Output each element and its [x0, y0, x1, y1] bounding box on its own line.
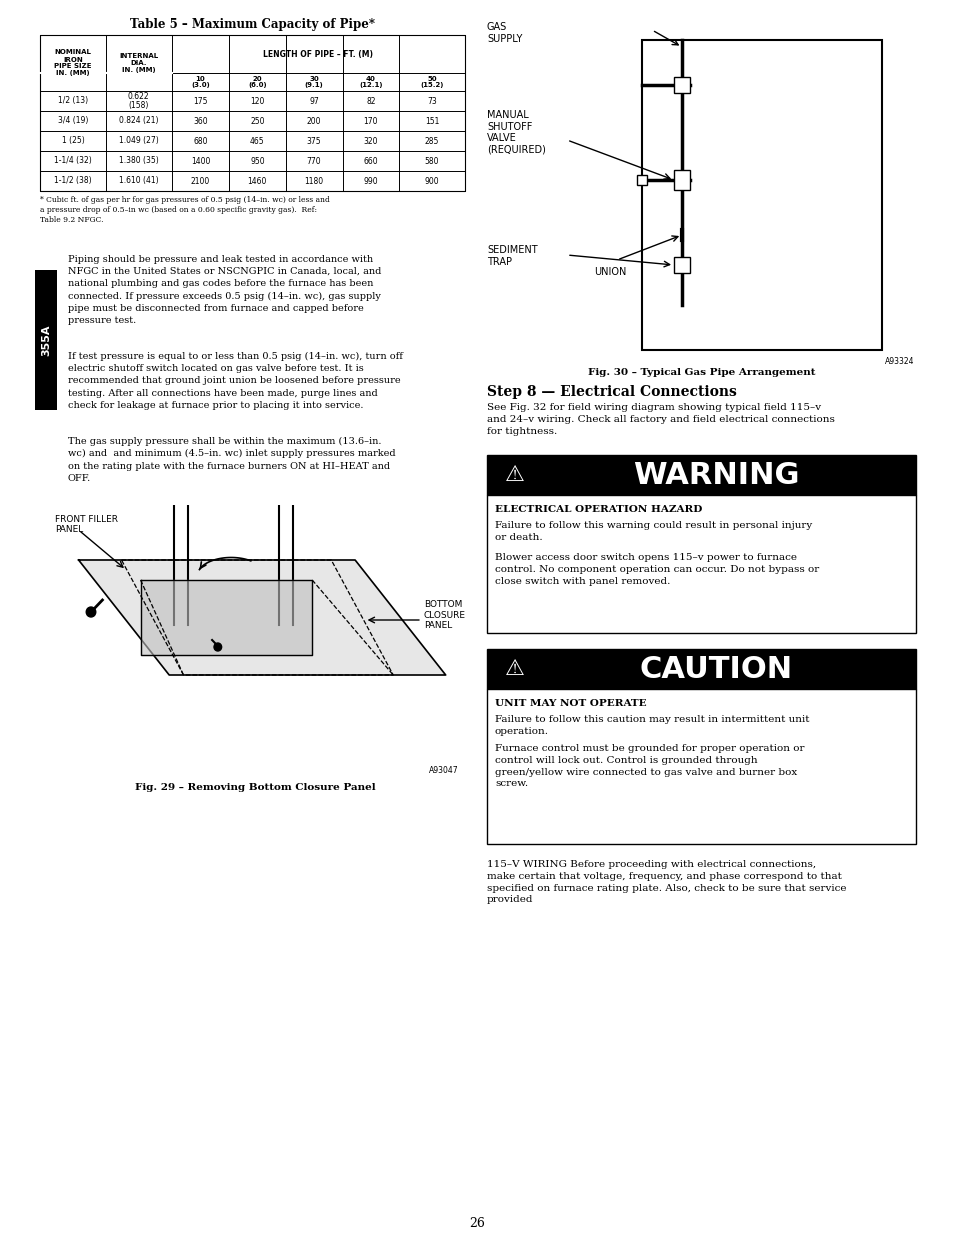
Bar — [673, 257, 689, 273]
Text: 900: 900 — [424, 177, 439, 185]
Text: 580: 580 — [424, 157, 438, 165]
Text: UNIT MAY NOT OPERATE: UNIT MAY NOT OPERATE — [495, 699, 646, 708]
Text: 40
(12.1): 40 (12.1) — [358, 75, 382, 88]
Text: 30
(9.1): 30 (9.1) — [304, 75, 323, 88]
Text: If test pressure is equal to or less than 0.5 psig (14–in. wc), turn off
electri: If test pressure is equal to or less tha… — [68, 352, 402, 410]
Text: NOMINAL
IRON
PIPE SIZE
IN. (MM): NOMINAL IRON PIPE SIZE IN. (MM) — [54, 49, 91, 77]
Text: BOTTOM
CLOSURE
PANEL: BOTTOM CLOSURE PANEL — [423, 600, 465, 630]
Circle shape — [86, 606, 95, 618]
Text: WARNING: WARNING — [633, 461, 799, 489]
Bar — [673, 170, 689, 190]
Text: 320: 320 — [363, 137, 377, 146]
Text: ⚠: ⚠ — [504, 659, 524, 679]
Text: 1/2 (13): 1/2 (13) — [58, 96, 88, 105]
Text: 175: 175 — [193, 96, 208, 105]
Text: 3/4 (19): 3/4 (19) — [58, 116, 88, 126]
Text: 0.622
(158): 0.622 (158) — [128, 91, 150, 110]
Text: 2100: 2100 — [191, 177, 210, 185]
Bar — [486, 454, 915, 495]
Polygon shape — [140, 580, 312, 655]
Text: 73: 73 — [427, 96, 436, 105]
Text: 1180: 1180 — [304, 177, 323, 185]
Text: 10
(3.0): 10 (3.0) — [191, 75, 210, 88]
Text: Blower access door switch opens 115–v power to furnace
control. No component ope: Blower access door switch opens 115–v po… — [495, 553, 819, 585]
Text: ⚠: ⚠ — [504, 466, 524, 485]
Text: A93047: A93047 — [428, 766, 457, 776]
Text: 660: 660 — [363, 157, 377, 165]
Text: Fig. 29 – Removing Bottom Closure Panel: Fig. 29 – Removing Bottom Closure Panel — [134, 783, 375, 792]
Text: Failure to follow this warning could result in personal injury
or death.: Failure to follow this warning could res… — [495, 521, 811, 542]
Text: 950: 950 — [250, 157, 264, 165]
Text: 200: 200 — [307, 116, 321, 126]
Text: Failure to follow this caution may result in intermittent unit
operation.: Failure to follow this caution may resul… — [495, 715, 809, 736]
Text: See Fig. 32 for field wiring diagram showing typical field 115–v
and 24–v wiring: See Fig. 32 for field wiring diagram sho… — [486, 403, 834, 436]
Text: 120: 120 — [250, 96, 264, 105]
Text: 1-1/4 (32): 1-1/4 (32) — [54, 157, 91, 165]
Text: UNION: UNION — [594, 267, 626, 277]
Bar — [673, 77, 689, 93]
Text: 170: 170 — [363, 116, 377, 126]
Text: 990: 990 — [363, 177, 377, 185]
Text: GAS
SUPPLY: GAS SUPPLY — [486, 22, 522, 43]
Text: 97: 97 — [309, 96, 318, 105]
Text: Step 8 — Electrical Connections: Step 8 — Electrical Connections — [486, 385, 736, 399]
Polygon shape — [78, 559, 445, 676]
Text: ELECTRICAL OPERATION HAZARD: ELECTRICAL OPERATION HAZARD — [495, 505, 701, 514]
Bar — [486, 650, 915, 689]
Text: A93324: A93324 — [883, 357, 913, 366]
Text: Fig. 30 – Typical Gas Pipe Arrangement: Fig. 30 – Typical Gas Pipe Arrangement — [587, 368, 815, 377]
Text: 285: 285 — [424, 137, 438, 146]
Text: 360: 360 — [193, 116, 208, 126]
Text: * Cubic ft. of gas per hr for gas pressures of 0.5 psig (14–in. wc) or less and
: * Cubic ft. of gas per hr for gas pressu… — [40, 196, 330, 224]
Bar — [486, 689, 915, 844]
Text: Furnace control must be grounded for proper operation or
control will lock out. : Furnace control must be grounded for pro… — [495, 743, 803, 788]
Bar — [35, 270, 57, 410]
Text: 1.610 (41): 1.610 (41) — [119, 177, 158, 185]
Text: 26: 26 — [469, 1216, 484, 1230]
Text: The gas supply pressure shall be within the maximum (13.6–in.
wc) and  and minim: The gas supply pressure shall be within … — [68, 437, 395, 483]
Bar — [486, 495, 915, 634]
Text: MANUAL
SHUTOFF
VALVE
(REQUIRED): MANUAL SHUTOFF VALVE (REQUIRED) — [486, 110, 545, 154]
Text: 1.049 (27): 1.049 (27) — [119, 137, 158, 146]
Text: 355A: 355A — [41, 325, 51, 356]
Text: 1.380 (35): 1.380 (35) — [119, 157, 158, 165]
Text: 82: 82 — [366, 96, 375, 105]
Text: FRONT FILLER
PANEL: FRONT FILLER PANEL — [54, 515, 117, 535]
Text: Table 5 – Maximum Capacity of Pipe*: Table 5 – Maximum Capacity of Pipe* — [130, 19, 375, 31]
Bar — [641, 40, 882, 350]
Text: Piping should be pressure and leak tested in accordance with
NFGC in the United : Piping should be pressure and leak teste… — [68, 254, 381, 325]
Bar — [637, 175, 646, 185]
Text: 115–V WIRING Before proceeding with electrical connections,
make certain that vo: 115–V WIRING Before proceeding with elec… — [486, 860, 845, 904]
Text: 20
(6.0): 20 (6.0) — [248, 75, 267, 88]
Text: LENGTH OF PIPE – FT. (M): LENGTH OF PIPE – FT. (M) — [263, 49, 373, 58]
Text: INTERNAL
DIA.
IN. (MM): INTERNAL DIA. IN. (MM) — [119, 53, 158, 73]
Text: 250: 250 — [250, 116, 264, 126]
Text: 1-1/2 (38): 1-1/2 (38) — [54, 177, 91, 185]
Text: 1460: 1460 — [248, 177, 267, 185]
Text: 1400: 1400 — [191, 157, 210, 165]
Text: 151: 151 — [424, 116, 438, 126]
Text: 770: 770 — [307, 157, 321, 165]
Text: 375: 375 — [307, 137, 321, 146]
Circle shape — [213, 643, 221, 651]
Text: 1 (25): 1 (25) — [62, 137, 84, 146]
Text: 680: 680 — [193, 137, 208, 146]
Text: 50
(15.2): 50 (15.2) — [420, 75, 443, 88]
Text: 0.824 (21): 0.824 (21) — [119, 116, 158, 126]
Text: SEDIMENT
TRAP: SEDIMENT TRAP — [486, 245, 537, 267]
Text: 465: 465 — [250, 137, 264, 146]
Text: CAUTION: CAUTION — [639, 655, 792, 683]
Bar — [40, 35, 464, 191]
